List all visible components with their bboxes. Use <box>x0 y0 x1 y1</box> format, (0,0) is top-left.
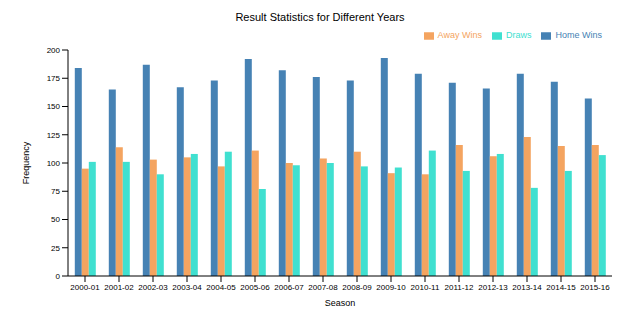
svg-text:2006-07: 2006-07 <box>274 283 304 292</box>
svg-text:2005-06: 2005-06 <box>240 283 270 292</box>
svg-text:125: 125 <box>47 131 61 140</box>
svg-text:2001-02: 2001-02 <box>104 283 134 292</box>
svg-text:25: 25 <box>51 244 60 253</box>
svg-text:Frequency: Frequency <box>21 141 31 184</box>
svg-text:75: 75 <box>51 187 60 196</box>
svg-text:2013-14: 2013-14 <box>512 283 542 292</box>
svg-text:2015-16: 2015-16 <box>580 283 610 292</box>
svg-text:2011-12: 2011-12 <box>445 283 474 292</box>
svg-text:2014-15: 2014-15 <box>546 283 576 292</box>
svg-text:0: 0 <box>56 272 61 281</box>
html-text:Home Wins: Home Wins <box>555 30 602 40</box>
svg-text:2000-01: 2000-01 <box>70 283 100 292</box>
svg-text:100: 100 <box>47 159 61 168</box>
svg-text:2010-11: 2010-11 <box>411 283 440 292</box>
svg-text:2004-05: 2004-05 <box>206 283 236 292</box>
svg-text:2009-10: 2009-10 <box>376 283 406 292</box>
svg-text:2003-04: 2003-04 <box>172 283 202 292</box>
svg-text:50: 50 <box>51 215 60 224</box>
html-text:Draws: Draws <box>506 30 532 40</box>
svg-text:2012-13: 2012-13 <box>478 283 508 292</box>
svg-text:200: 200 <box>47 46 61 55</box>
svg-text:2008-09: 2008-09 <box>342 283 372 292</box>
svg-text:Season: Season <box>325 298 356 308</box>
svg-text:2007-08: 2007-08 <box>308 283 338 292</box>
svg-text:175: 175 <box>47 74 61 83</box>
html-text:Result Statistics for Differen: Result Statistics for Different Years <box>235 11 405 23</box>
svg-text:150: 150 <box>47 102 61 111</box>
svg-text:2002-03: 2002-03 <box>138 283 168 292</box>
html-text:Away Wins: Away Wins <box>437 30 482 40</box>
